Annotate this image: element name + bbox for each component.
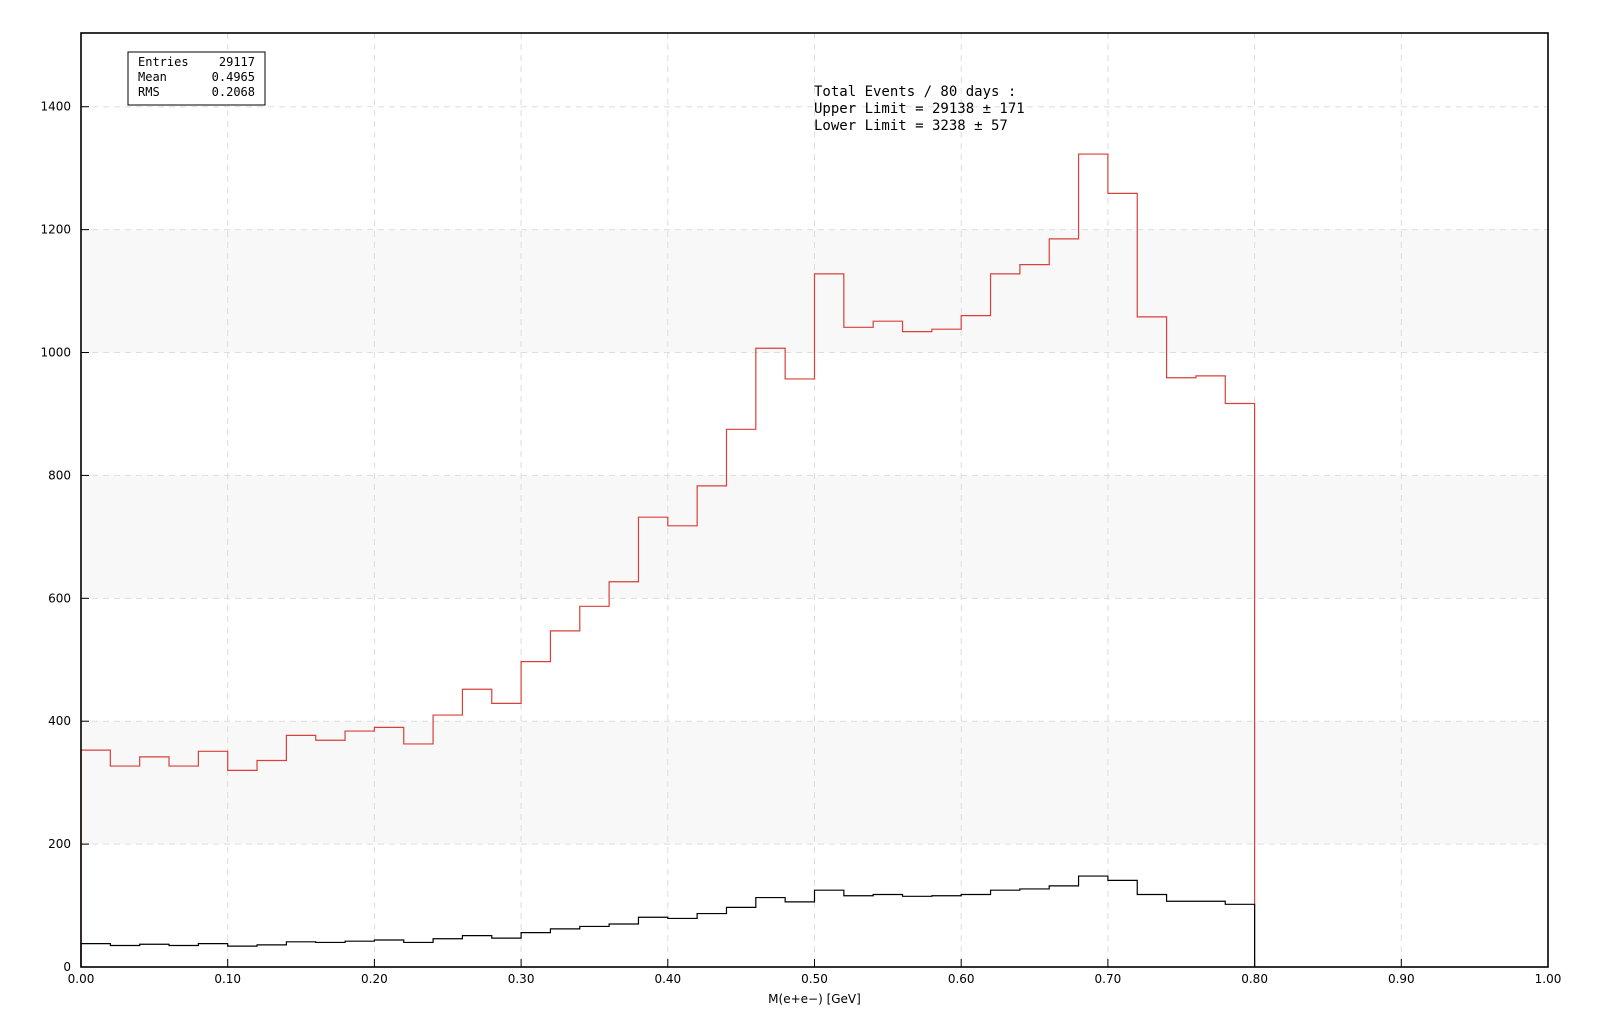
histogram-series <box>80 153 1256 967</box>
x-tick-label: 0.80 <box>1241 972 1268 986</box>
x-tick-label: 0.40 <box>654 972 681 986</box>
x-tick-label: 0.20 <box>361 972 388 986</box>
y-tick-label: 200 <box>48 837 71 851</box>
x-tick-label: 0.10 <box>214 972 241 986</box>
stats-box: Entries 29117 Mean 0.4965 RMS 0.2068 <box>127 51 266 106</box>
annotation-block: Total Events / 80 days :Upper Limit = 29… <box>814 84 1025 134</box>
annotation-line: Lower Limit = 3238 ± 57 <box>814 118 1008 134</box>
x-tick-label: 0.50 <box>801 972 828 986</box>
x-tick-label: 0.30 <box>508 972 535 986</box>
histogram-series-2 <box>80 875 1256 967</box>
annotation-line: Total Events / 80 days : <box>814 84 1016 100</box>
x-tick-label: 0.90 <box>1388 972 1415 986</box>
x-tick-label: 0.00 <box>68 972 95 986</box>
grid-lines <box>81 33 1548 967</box>
x-axis-title: M(e+e−) [GeV] <box>768 992 861 1006</box>
x-tick-label: 0.60 <box>948 972 975 986</box>
stats-label: Entries <box>138 55 189 69</box>
y-tick-label: 400 <box>48 714 71 728</box>
stats-label: Mean <box>138 70 167 84</box>
histogram-series-1 <box>80 153 1256 967</box>
axis-ticks <box>80 106 1549 968</box>
y-tick-label: 600 <box>48 591 71 605</box>
y-tick-label: 1000 <box>40 346 71 360</box>
y-tick-label: 0 <box>63 960 71 974</box>
y-tick-label: 1400 <box>40 100 71 114</box>
stats-value: 0.2068 <box>212 85 255 99</box>
x-tick-label: 1.00 <box>1535 972 1562 986</box>
stats-label: RMS <box>138 85 160 99</box>
stats-value: 0.4965 <box>212 70 255 84</box>
stats-value: 29117 <box>219 55 255 69</box>
y-tick-label: 1200 <box>40 223 71 237</box>
y-tick-labels: 0 200 400 600 800 1000 1200 1400 <box>40 100 71 974</box>
grid-band <box>81 475 1548 599</box>
annotation-line: Upper Limit = 29138 ± 171 <box>814 101 1025 117</box>
x-tick-labels: 0.00 0.10 0.20 0.30 0.40 0.50 0.60 0.70 0.80 0.90… <box>68 972 1562 986</box>
x-tick-label: 0.70 <box>1095 972 1122 986</box>
stats-box-frame <box>127 51 266 106</box>
y-tick-label: 800 <box>48 468 71 482</box>
